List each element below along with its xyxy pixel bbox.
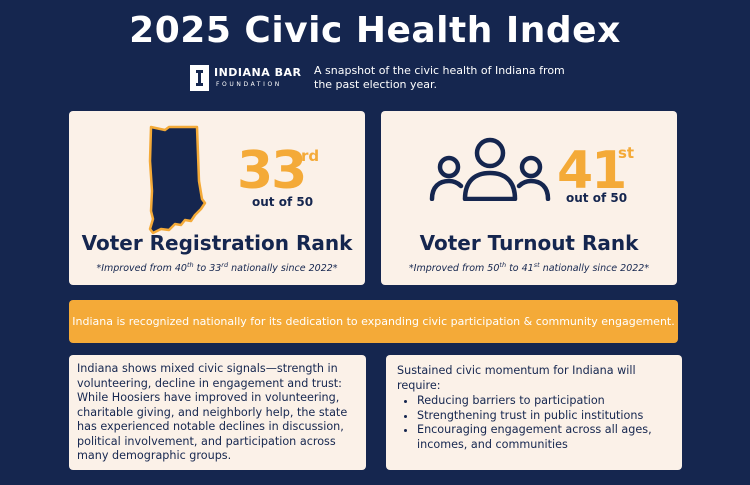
people-group-icon: [429, 137, 551, 201]
civic-signals-box: Indiana shows mixed civic signals—streng…: [69, 355, 366, 470]
recognition-banner: Indiana is recognized nationally for its…: [69, 300, 678, 343]
indiana-state-icon: [148, 125, 207, 235]
page-subtitle: A snapshot of the civic health of Indian…: [314, 64, 565, 91]
registration-card-title: Voter Registration Rank: [81, 231, 353, 255]
turnout-out-of: out of 50: [566, 191, 628, 205]
registration-rank-number: 33: [237, 141, 307, 201]
turnout-rank-suffix: st: [618, 144, 635, 162]
registration-out-of: out of 50: [252, 195, 314, 209]
turnout-rank-number: 41: [557, 141, 627, 201]
list-item: Strengthening trust in public institutio…: [417, 409, 671, 424]
registration-rank-suffix: rd: [301, 147, 320, 165]
logo-mark-icon: [190, 65, 209, 91]
registration-card-note: *Improved from 40th to 33rd nationally s…: [96, 261, 338, 275]
momentum-intro: Sustained civic momentum for Indiana wil…: [397, 364, 636, 392]
turnout-card-title: Voter Turnout Rank: [419, 231, 639, 255]
logo-text-primary: INDIANA BAR: [214, 66, 302, 79]
logo-text-secondary: FOUNDATION: [216, 81, 282, 88]
civic-signals-text: Indiana shows mixed civic signals—streng…: [77, 362, 348, 462]
page-title: 2025 Civic Health Index: [129, 10, 621, 51]
voter-registration-card: 33 rd out of 50 Voter Registration Rank …: [69, 111, 365, 285]
voter-turnout-card: 41 st out of 50 Voter Turnout Rank *Impr…: [381, 111, 677, 285]
foundation-logo: INDIANA BAR FOUNDATION: [190, 62, 305, 94]
list-item: Reducing barriers to participation: [417, 394, 671, 409]
list-item: Encouraging engagement across all ages, …: [417, 423, 671, 452]
momentum-box: Sustained civic momentum for Indiana wil…: [386, 355, 682, 470]
turnout-card-note: *Improved from 50th to 41st nationally s…: [408, 261, 650, 275]
momentum-list: Reducing barriers to participation Stren…: [397, 394, 671, 452]
